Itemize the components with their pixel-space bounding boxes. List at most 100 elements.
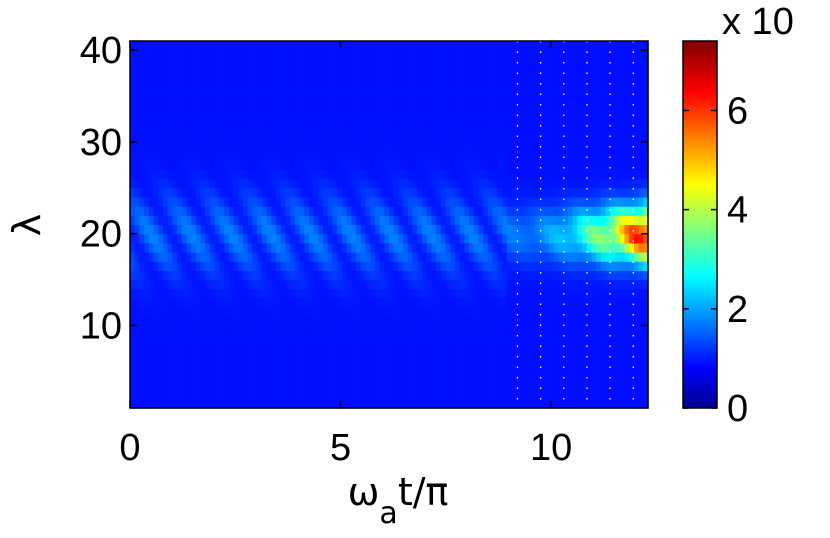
- heatmap-cell: [539, 105, 545, 115]
- heatmap-cell: [459, 68, 465, 79]
- heatmap-cell: [275, 178, 282, 189]
- heatmap-cell: [323, 352, 329, 363]
- heatmap-cell: [200, 233, 206, 244]
- heatmap-cell: [572, 316, 578, 327]
- heatmap-cell: [440, 389, 447, 400]
- heatmap-cell: [233, 187, 239, 198]
- heatmap-cell: [158, 380, 164, 391]
- heatmap-cell: [224, 371, 230, 382]
- heatmap-cell: [464, 160, 470, 171]
- heatmap-cell: [356, 261, 362, 271]
- heatmap-cell: [261, 252, 268, 262]
- heatmap-cell: [417, 196, 423, 207]
- heatmap-cell: [195, 77, 202, 88]
- heatmap-cell: [139, 59, 145, 70]
- heatmap-cell: [332, 233, 338, 244]
- heatmap-cell: [600, 215, 607, 226]
- heatmap-cell: [261, 297, 268, 308]
- heatmap-cell: [210, 59, 216, 70]
- heatmap-cell: [615, 343, 621, 354]
- heatmap-cell: [148, 169, 155, 180]
- heatmap-cell: [299, 352, 305, 363]
- heatmap-cell: [393, 178, 400, 189]
- heatmap-cell: [619, 252, 626, 262]
- heatmap-cell: [421, 196, 428, 207]
- heatmap-cell: [356, 96, 362, 106]
- heatmap-cell: [600, 114, 607, 125]
- heatmap-cell: [243, 343, 249, 354]
- heatmap-cell: [506, 215, 513, 226]
- heatmap-cell: [158, 398, 164, 409]
- heatmap-cell: [177, 307, 183, 317]
- heatmap-cell: [153, 141, 159, 152]
- heatmap-cell: [308, 288, 315, 299]
- heatmap-cell: [407, 77, 414, 88]
- heatmap-cell: [148, 132, 155, 143]
- heatmap-cell: [290, 151, 296, 161]
- heatmap-cell: [615, 398, 621, 409]
- heatmap-cell: [332, 270, 338, 281]
- heatmap-cell: [586, 398, 593, 409]
- heatmap-cell: [567, 233, 574, 244]
- heatmap-cell: [389, 352, 395, 363]
- heatmap-cell: [280, 206, 286, 216]
- heatmap-cell: [313, 178, 319, 189]
- heatmap-cell: [577, 224, 583, 235]
- heatmap-cell: [412, 160, 418, 171]
- heatmap-cell: [511, 68, 517, 79]
- heatmap-cell: [450, 362, 456, 372]
- heatmap-cell: [403, 224, 409, 235]
- colorbar-tick-label: 0: [727, 388, 748, 430]
- heatmap-cell: [158, 123, 164, 134]
- heatmap-cell: [167, 398, 173, 409]
- heatmap-cell: [228, 206, 235, 216]
- heatmap-cell: [360, 123, 367, 134]
- heatmap-cell: [370, 196, 376, 207]
- heatmap-cell: [412, 279, 418, 290]
- heatmap-cell: [497, 114, 503, 125]
- heatmap-cell: [421, 151, 428, 161]
- heatmap-cell: [346, 362, 352, 372]
- heatmap-cell: [492, 105, 498, 115]
- heatmap-cell: [261, 151, 268, 161]
- heatmap-cell: [393, 123, 400, 134]
- heatmap-cell: [351, 389, 357, 400]
- heatmap-cell: [341, 141, 348, 152]
- heatmap-cell: [469, 206, 475, 216]
- heatmap-cell: [158, 132, 164, 143]
- heatmap-cell: [224, 270, 230, 281]
- heatmap-cell: [610, 77, 616, 88]
- heatmap-cell: [539, 371, 545, 382]
- heatmap-cell: [549, 343, 555, 354]
- heatmap-cell: [558, 114, 564, 125]
- heatmap-cell: [483, 334, 489, 345]
- heatmap-cell: [243, 105, 249, 115]
- heatmap-cell: [337, 141, 343, 152]
- heatmap-cell: [158, 141, 164, 152]
- heatmap-cell: [304, 132, 310, 143]
- heatmap-cell: [271, 96, 277, 106]
- heatmap-cell: [346, 343, 352, 354]
- heatmap-cell: [582, 307, 588, 317]
- heatmap-cell: [567, 123, 574, 134]
- heatmap-cell: [266, 380, 272, 391]
- heatmap-cell: [261, 307, 268, 317]
- heatmap-cell: [638, 352, 644, 363]
- heatmap-cell: [337, 252, 343, 262]
- heatmap-cell: [299, 123, 305, 134]
- heatmap-cell: [520, 334, 527, 345]
- heatmap-cell: [629, 389, 635, 400]
- heatmap-cell: [596, 252, 602, 262]
- heatmap-cell: [511, 41, 517, 51]
- heatmap-cell: [450, 316, 456, 327]
- heatmap-cell: [638, 389, 644, 400]
- heatmap-cell: [304, 123, 310, 134]
- heatmap-cell: [219, 123, 225, 134]
- heatmap-cell: [266, 77, 272, 88]
- heatmap-cell: [384, 105, 390, 115]
- heatmap-cell: [516, 187, 522, 198]
- heatmap-cell: [407, 151, 414, 161]
- heatmap-cell: [638, 169, 644, 180]
- heatmap-cell: [191, 160, 197, 171]
- heatmap-cell: [144, 178, 150, 189]
